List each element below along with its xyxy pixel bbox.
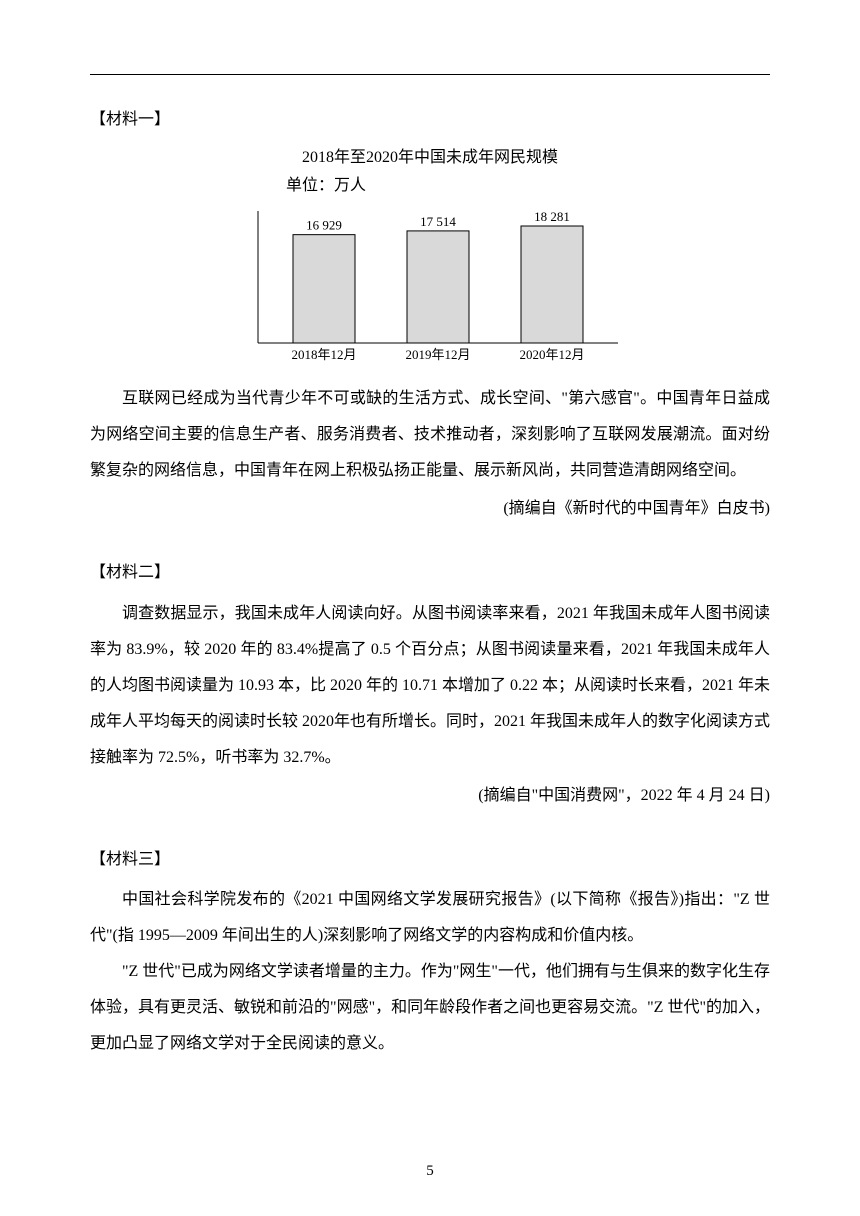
chart-title: 2018年至2020年中国未成年网民规模 [90, 143, 770, 167]
material3-paragraph1: 中国社会科学院发布的《2021 中国网络文学发展研究报告》(以下简称《报告》)指… [90, 882, 770, 954]
material1-heading: 【材料一】 [90, 106, 770, 135]
material1-paragraph: 互联网已经成为当代青少年不可或缺的生活方式、成长空间、"第六感官"。中国青年日益… [90, 381, 770, 489]
svg-text:2018年12月: 2018年12月 [291, 347, 356, 362]
header-divider [90, 74, 770, 75]
svg-text:2019年12月: 2019年12月 [405, 347, 470, 362]
material2-heading: 【材料二】 [90, 559, 770, 588]
bar-chart: 16 929 2018年12月 17 514 2019年12月 18 281 2020年1… [230, 197, 630, 367]
svg-text:16 929: 16 929 [306, 217, 342, 232]
chart-container: 2018年至2020年中国未成年网民规模 单位：万人 16 929 2018年12… [90, 143, 770, 367]
material2-source: (摘编自"中国消费网"，2022 年 4 月 24 日) [90, 778, 770, 814]
material1-source: (摘编自《新时代的中国青年》白皮书) [90, 491, 770, 527]
page-number: 5 [0, 1163, 860, 1180]
svg-text:17 514: 17 514 [420, 214, 456, 229]
material3-paragraph2: "Z 世代"已成为网络文学读者增量的主力。作为"网生"一代，他们拥有与生俱来的数… [90, 954, 770, 1062]
chart-unit-label: 单位：万人 [286, 171, 770, 195]
svg-text:2020年12月: 2020年12月 [519, 347, 584, 362]
material2-paragraph: 调查数据显示，我国未成年人阅读向好。从图书阅读率来看，2021 年我国未成年人图… [90, 596, 770, 776]
material3-heading: 【材料三】 [90, 846, 770, 875]
svg-text:18 281: 18 281 [534, 209, 570, 224]
